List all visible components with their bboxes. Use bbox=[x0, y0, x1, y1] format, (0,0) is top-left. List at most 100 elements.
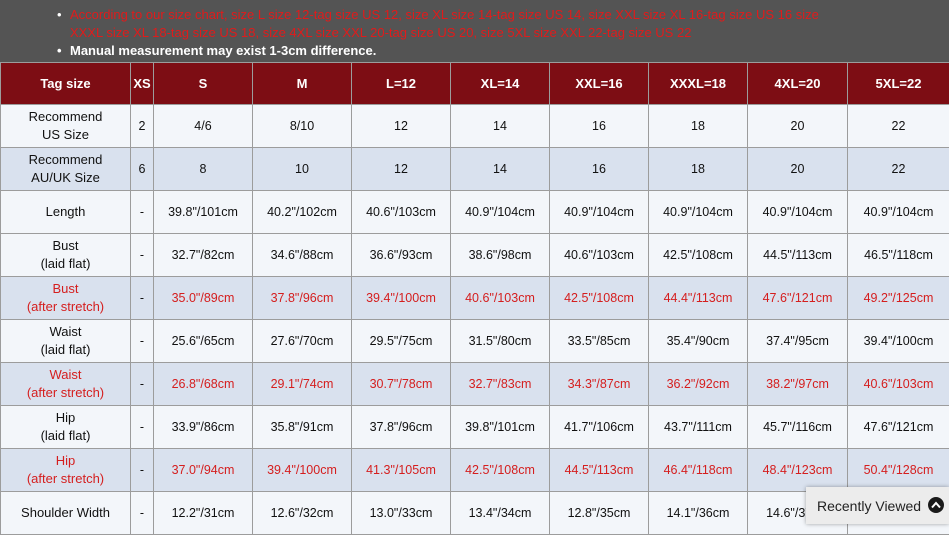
header-4xl: 4XL=20 bbox=[748, 63, 848, 105]
row-label-line: Hip bbox=[1, 452, 130, 470]
row-label-line: Shoulder Width bbox=[1, 504, 130, 522]
size-cell: 37.4"/95cm bbox=[748, 320, 848, 363]
size-cell: 33.5"/85cm bbox=[550, 320, 649, 363]
xs-cell: - bbox=[131, 234, 154, 277]
xs-cell: - bbox=[131, 449, 154, 492]
row-label-line: AU/UK Size bbox=[1, 169, 130, 187]
xs-cell: - bbox=[131, 320, 154, 363]
size-cell: 40.6"/103cm bbox=[550, 234, 649, 277]
chevron-up-circle-icon bbox=[928, 497, 944, 513]
row-label-line: Recommend bbox=[1, 108, 130, 126]
size-cell: 38.2"/97cm bbox=[748, 363, 848, 406]
size-cell: 39.8"/101cm bbox=[154, 191, 253, 234]
size-notes: According to our size chart, size L size… bbox=[0, 0, 949, 62]
size-cell: 42.5"/108cm bbox=[649, 234, 748, 277]
size-cell: 31.5"/80cm bbox=[451, 320, 550, 363]
size-cell: 36.6"/93cm bbox=[352, 234, 451, 277]
size-cell: 40.2"/102cm bbox=[253, 191, 352, 234]
xs-cell: - bbox=[131, 191, 154, 234]
size-cell: 40.6"/103cm bbox=[352, 191, 451, 234]
row-label-line: (laid flat) bbox=[1, 255, 130, 273]
size-cell: 42.5"/108cm bbox=[550, 277, 649, 320]
size-cell: 37.0"/94cm bbox=[154, 449, 253, 492]
size-cell: 40.9"/104cm bbox=[649, 191, 748, 234]
size-cell: 20 bbox=[748, 148, 848, 191]
xs-cell: - bbox=[131, 363, 154, 406]
size-cell: 16 bbox=[550, 148, 649, 191]
recently-viewed-label: Recently Viewed bbox=[817, 498, 921, 514]
size-cell: 46.4"/118cm bbox=[649, 449, 748, 492]
row-label-line: US Size bbox=[1, 126, 130, 144]
size-cell: 32.7"/83cm bbox=[451, 363, 550, 406]
size-cell: 22 bbox=[848, 148, 949, 191]
size-cell: 49.2"/125cm bbox=[848, 277, 949, 320]
row-label-line: Length bbox=[1, 203, 130, 221]
size-mapping-note-line2: XXXL size XL 18-tag size US 18, size 4XL… bbox=[70, 24, 949, 42]
size-cell: 27.6"/70cm bbox=[253, 320, 352, 363]
size-cell: 33.9"/86cm bbox=[154, 406, 253, 449]
size-cell: 39.4"/100cm bbox=[352, 277, 451, 320]
size-cell: 47.6"/121cm bbox=[748, 277, 848, 320]
size-cell: 45.7"/116cm bbox=[748, 406, 848, 449]
row-label-line: Waist bbox=[1, 366, 130, 384]
header-xl: XL=14 bbox=[451, 63, 550, 105]
row-label: Hip(after stretch) bbox=[1, 449, 131, 492]
size-cell: 40.6"/103cm bbox=[451, 277, 550, 320]
size-cell: 47.6"/121cm bbox=[848, 406, 949, 449]
size-cell: 35.8"/91cm bbox=[253, 406, 352, 449]
size-cell: 39.4"/100cm bbox=[253, 449, 352, 492]
row-label: Length bbox=[1, 191, 131, 234]
row-label: Bust(laid flat) bbox=[1, 234, 131, 277]
row-label-line: (after stretch) bbox=[1, 384, 130, 402]
measurement-note: Manual measurement may exist 1-3cm diffe… bbox=[70, 42, 949, 60]
size-cell: 12 bbox=[352, 105, 451, 148]
row-label: Waist(after stretch) bbox=[1, 363, 131, 406]
xs-cell: - bbox=[131, 406, 154, 449]
size-cell: 44.4"/113cm bbox=[649, 277, 748, 320]
size-cell: 26.8"/68cm bbox=[154, 363, 253, 406]
size-cell: 40.6"/103cm bbox=[848, 363, 949, 406]
row-label-line: Hip bbox=[1, 409, 130, 427]
size-cell: 44.5"/113cm bbox=[550, 449, 649, 492]
size-cell: 16 bbox=[550, 105, 649, 148]
size-cell: 18 bbox=[649, 148, 748, 191]
size-header-row: Tag size XS S M L=12 XL=14 XXL=16 XXXL=1… bbox=[1, 63, 949, 105]
row-label-line: Waist bbox=[1, 323, 130, 341]
size-cell: 35.4"/90cm bbox=[649, 320, 748, 363]
row-label: Hip(laid flat) bbox=[1, 406, 131, 449]
size-cell: 40.9"/104cm bbox=[451, 191, 550, 234]
size-cell: 42.5"/108cm bbox=[451, 449, 550, 492]
header-xxl: XXL=16 bbox=[550, 63, 649, 105]
row-label-line: (laid flat) bbox=[1, 341, 130, 359]
size-cell: 30.7"/78cm bbox=[352, 363, 451, 406]
header-5xl: 5XL=22 bbox=[848, 63, 949, 105]
size-cell: 37.8"/96cm bbox=[253, 277, 352, 320]
recently-viewed-button[interactable]: Recently Viewed bbox=[806, 487, 949, 524]
size-cell: 13.4"/34cm bbox=[451, 492, 550, 535]
size-cell: 44.5"/113cm bbox=[748, 234, 848, 277]
size-cell: 12.2"/31cm bbox=[154, 492, 253, 535]
header-m: M bbox=[253, 63, 352, 105]
xs-cell: - bbox=[131, 492, 154, 535]
size-cell: 12.8"/35cm bbox=[550, 492, 649, 535]
size-cell: 39.8"/101cm bbox=[451, 406, 550, 449]
size-cell: 48.4"/123cm bbox=[748, 449, 848, 492]
xs-cell: - bbox=[131, 277, 154, 320]
size-cell: 20 bbox=[748, 105, 848, 148]
header-l: L=12 bbox=[352, 63, 451, 105]
size-cell: 8/10 bbox=[253, 105, 352, 148]
size-cell: 10 bbox=[253, 148, 352, 191]
size-cell: 39.4"/100cm bbox=[848, 320, 949, 363]
row-label-line: Recommend bbox=[1, 151, 130, 169]
